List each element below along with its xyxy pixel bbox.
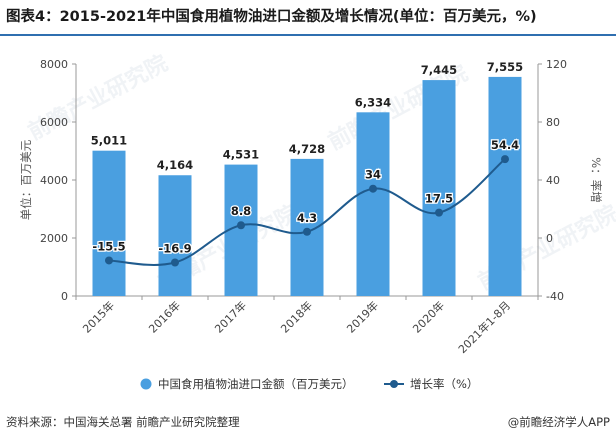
bar [422, 80, 456, 296]
y2-tick-label: 40 [546, 174, 560, 187]
legend: 中国食用植物油进口金额（百万美元） 增长率（%） [140, 377, 478, 391]
bar-value-label: 6,334 [355, 95, 391, 109]
growth-value-label: 4.3 [297, 211, 317, 225]
bar [488, 76, 522, 296]
x-tick-label: 2018年 [278, 298, 315, 335]
y-tick-label: 4000 [40, 174, 68, 187]
growth-point [237, 221, 245, 230]
app-credit: @前瞻经济学人APP [507, 415, 610, 429]
bar [92, 150, 126, 296]
growth-point [435, 208, 443, 217]
legend-line-label: 增长率（%） [410, 377, 478, 391]
bar-value-label: 4,531 [223, 148, 259, 162]
line-series [105, 155, 509, 267]
x-tick-label: 2021年1-8月 [455, 298, 513, 356]
bar [158, 175, 192, 296]
bar-value-label: 4,728 [289, 142, 325, 156]
y-tick-label: 2000 [40, 232, 68, 245]
source-note: 资料来源：中国海关总署 前瞻产业研究院整理 [6, 415, 240, 429]
bar-value-label: 7,445 [421, 63, 457, 77]
bar-value-label: 5,011 [91, 134, 127, 148]
growth-value-label: 34 [365, 168, 381, 182]
growth-point [105, 256, 113, 265]
title-divider [0, 34, 616, 36]
bar-series [92, 76, 522, 297]
legend-bar-label: 中国食用植物油进口金额（百万美元） [158, 377, 354, 391]
y2-tick-label: 0 [546, 232, 553, 245]
x-tick-label: 2017年 [212, 298, 249, 335]
y2-tick-label: 80 [546, 116, 560, 129]
y-axis-title: 单位：百万美元 [19, 139, 33, 220]
legend-line-marker [390, 380, 398, 388]
growth-value-label: 17.5 [425, 192, 453, 206]
growth-point [369, 184, 377, 193]
growth-value-label: 8.8 [231, 204, 251, 218]
growth-value-label: 54.4 [491, 138, 519, 152]
legend-bar-swatch [140, 378, 152, 390]
y-tick-label: 8000 [40, 58, 68, 71]
growth-value-label: -16.9 [158, 242, 191, 256]
data-labels: 5,011 4,164 4,531 4,728 6,334 7,445 7,555 -15.5… [91, 60, 523, 257]
y-tick-label: 0 [61, 290, 68, 303]
x-tick-label: 2016年 [146, 298, 183, 335]
bar-value-label: 7,555 [487, 60, 523, 74]
growth-point [303, 227, 311, 236]
bar-value-label: 4,164 [157, 158, 193, 172]
y2-tick-label: 120 [546, 58, 567, 71]
bar [356, 112, 390, 297]
x-tick-label: 2015年 [80, 298, 117, 335]
growth-value-label: -15.5 [92, 239, 125, 253]
x-tick-label: 2020年 [410, 298, 447, 335]
chart-title: 图表4：2015-2021年中国食用植物油进口金额及增长情况(单位：百万美元，%… [6, 9, 537, 25]
chart-canvas: 0 2000 4000 6000 8000 -40 0 40 80 120 单位：百万美元 %：率增 2… [19, 58, 603, 391]
y2-axis-title: %：率增 [589, 157, 603, 202]
x-tick-label: 2019年 [344, 298, 381, 335]
y2-tick-label: -40 [546, 290, 564, 303]
growth-point [501, 155, 509, 164]
y-tick-label: 6000 [40, 116, 68, 129]
growth-point [171, 258, 179, 267]
